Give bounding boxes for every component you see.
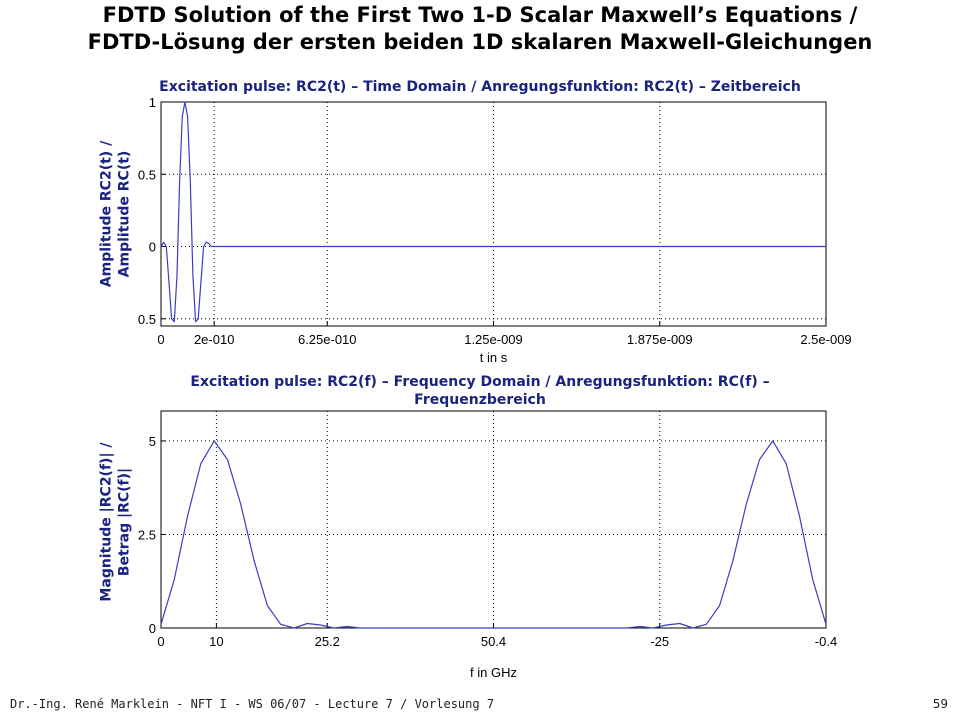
chart2-series-line — [160, 440, 827, 629]
chart2-x-tick-label: 25.2 — [315, 634, 340, 649]
chart1-x-tick-label: 0 — [157, 332, 164, 347]
chart2-y-tick-label: 5 — [149, 434, 156, 449]
chart2-y-tick-label: 2.5 — [138, 527, 156, 542]
chart1-series-line — [160, 101, 826, 323]
slide-title-line2: FDTD-Lösung der ersten beiden 1D skalare… — [87, 30, 873, 54]
chart1-y-tick-label: 0.5 — [138, 312, 156, 327]
chart2-x-tick-label: 0 — [157, 634, 164, 649]
chart1-x-tick-label: 1.875e-009 — [627, 332, 693, 347]
chart2-y-tick-label: 0 — [149, 621, 156, 636]
chart1-x-tick-label: 2.5e-009 — [800, 332, 851, 347]
chart2-title-line1: Excitation pulse: RC2(f) – Frequency Dom… — [190, 374, 770, 390]
chart1-y-tick-label: 0.5 — [138, 167, 156, 182]
chart2-x-tick-label: 10 — [209, 634, 223, 649]
chart1-x-tick-label: 2e-010 — [194, 332, 234, 347]
slide-footer: Dr.-Ing. René Marklein - NFT I - WS 06/0… — [10, 697, 495, 711]
chart1-y-tick-label: 1 — [149, 95, 156, 110]
chart2-x-axis-label: f in GHz — [470, 665, 517, 680]
slide-title-line1: FDTD Solution of the First Two 1-D Scala… — [102, 3, 858, 27]
chart1-title: Excitation pulse: RC2(t) – Time Domain /… — [159, 79, 801, 95]
chart1-x-tick-label: 6.25e-010 — [298, 332, 357, 347]
chart2-x-tick-label: -0.4 — [815, 634, 837, 649]
chart2-x-tick-label: 50.4 — [481, 634, 506, 649]
chart2-title-line2: Frequenzbereich — [414, 392, 546, 408]
chart2-x-tick-label: -25 — [650, 634, 669, 649]
chart1-x-tick-label: 1.25e-009 — [464, 332, 523, 347]
chart1-y-tick-label: 0 — [149, 240, 156, 255]
chart1-x-axis-label: t in s — [480, 350, 508, 365]
page-number: 59 — [932, 697, 948, 711]
